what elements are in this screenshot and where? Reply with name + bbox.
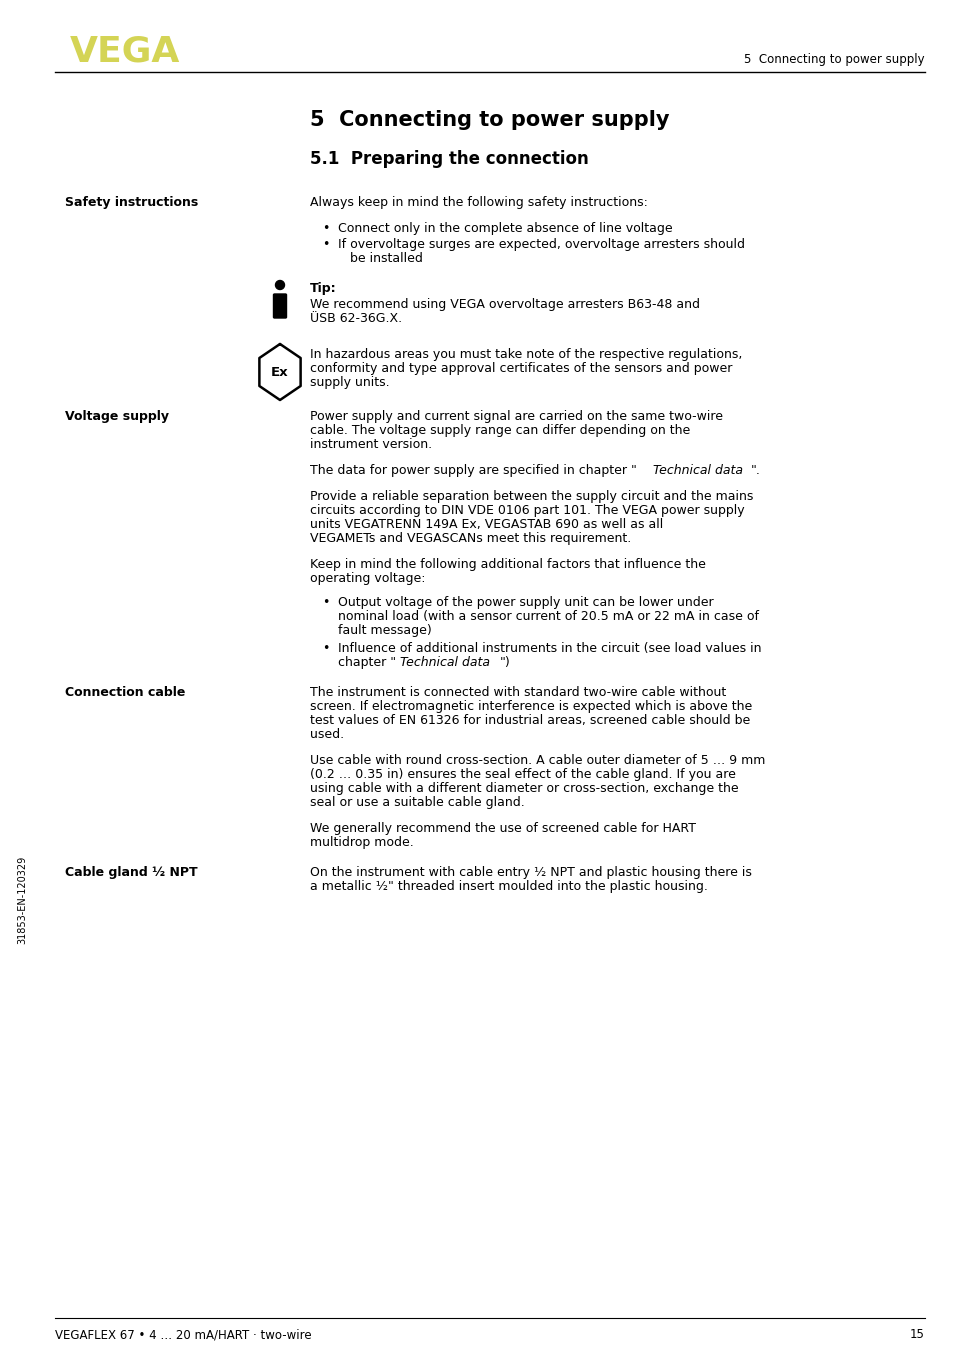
- Text: VEGA: VEGA: [70, 35, 180, 69]
- Text: seal or use a suitable cable gland.: seal or use a suitable cable gland.: [310, 796, 524, 808]
- Text: operating voltage:: operating voltage:: [310, 571, 425, 585]
- Text: Keep in mind the following additional factors that influence the: Keep in mind the following additional fa…: [310, 558, 705, 571]
- Text: •: •: [322, 222, 329, 236]
- Text: "): "): [499, 655, 510, 669]
- Text: 31853-EN-120329: 31853-EN-120329: [17, 856, 27, 944]
- Text: Output voltage of the power supply unit can be lower under: Output voltage of the power supply unit …: [337, 596, 713, 609]
- Text: Tip:: Tip:: [310, 282, 336, 295]
- Text: supply units.: supply units.: [310, 376, 389, 389]
- Text: On the instrument with cable entry ½ NPT and plastic housing there is: On the instrument with cable entry ½ NPT…: [310, 867, 751, 879]
- Text: VEGAMETs and VEGASCANs meet this requirement.: VEGAMETs and VEGASCANs meet this require…: [310, 532, 631, 546]
- Text: Use cable with round cross-section. A cable outer diameter of 5 … 9 mm: Use cable with round cross-section. A ca…: [310, 754, 764, 766]
- Text: •: •: [322, 238, 329, 250]
- Text: cable. The voltage supply range can differ depending on the: cable. The voltage supply range can diff…: [310, 424, 690, 437]
- Text: In hazardous areas you must take note of the respective regulations,: In hazardous areas you must take note of…: [310, 348, 741, 362]
- Text: Always keep in mind the following safety instructions:: Always keep in mind the following safety…: [310, 196, 647, 209]
- Text: Ex: Ex: [271, 366, 289, 379]
- Text: screen. If electromagnetic interference is expected which is above the: screen. If electromagnetic interference …: [310, 700, 752, 714]
- Text: Voltage supply: Voltage supply: [65, 410, 169, 422]
- Text: Connection cable: Connection cable: [65, 686, 185, 699]
- Text: conformity and type approval certificates of the sensors and power: conformity and type approval certificate…: [310, 362, 732, 375]
- Text: VEGAFLEX 67 • 4 … 20 mA/HART · two-wire: VEGAFLEX 67 • 4 … 20 mA/HART · two-wire: [55, 1328, 312, 1340]
- Text: a metallic ½" threaded insert moulded into the plastic housing.: a metallic ½" threaded insert moulded in…: [310, 880, 707, 894]
- Text: test values of EN 61326 for industrial areas, screened cable should be: test values of EN 61326 for industrial a…: [310, 714, 749, 727]
- Text: Technical data: Technical data: [399, 655, 490, 669]
- Text: ".: ".: [750, 464, 760, 477]
- FancyBboxPatch shape: [274, 294, 286, 318]
- Text: ÜSB 62-36G.X.: ÜSB 62-36G.X.: [310, 311, 402, 325]
- Text: 5  Connecting to power supply: 5 Connecting to power supply: [310, 110, 669, 130]
- Text: We generally recommend the use of screened cable for HART: We generally recommend the use of screen…: [310, 822, 696, 835]
- Text: fault message): fault message): [337, 624, 432, 636]
- Text: Cable gland ½ NPT: Cable gland ½ NPT: [65, 867, 197, 879]
- Text: 5.1  Preparing the connection: 5.1 Preparing the connection: [310, 150, 588, 168]
- Text: The instrument is connected with standard two-wire cable without: The instrument is connected with standar…: [310, 686, 725, 699]
- Text: circuits according to DIN VDE 0106 part 101. The VEGA power supply: circuits according to DIN VDE 0106 part …: [310, 504, 744, 517]
- Text: instrument version.: instrument version.: [310, 437, 432, 451]
- Text: nominal load (with a sensor current of 20.5 mA or 22 mA in case of: nominal load (with a sensor current of 2…: [337, 611, 759, 623]
- Text: using cable with a different diameter or cross-section, exchange the: using cable with a different diameter or…: [310, 783, 738, 795]
- Text: Technical data: Technical data: [652, 464, 742, 477]
- Text: units VEGATRENN 149A Ex, VEGASTAB 690 as well as all: units VEGATRENN 149A Ex, VEGASTAB 690 as…: [310, 519, 662, 531]
- Text: Provide a reliable separation between the supply circuit and the mains: Provide a reliable separation between th…: [310, 490, 753, 502]
- Text: We recommend using VEGA overvoltage arresters B63-48 and: We recommend using VEGA overvoltage arre…: [310, 298, 700, 311]
- Text: used.: used.: [310, 728, 344, 741]
- Text: 5  Connecting to power supply: 5 Connecting to power supply: [743, 54, 924, 66]
- Text: Power supply and current signal are carried on the same two-wire: Power supply and current signal are carr…: [310, 410, 722, 422]
- Text: chapter ": chapter ": [337, 655, 395, 669]
- Text: •: •: [322, 596, 329, 609]
- Text: multidrop mode.: multidrop mode.: [310, 835, 414, 849]
- Text: •: •: [322, 642, 329, 655]
- Text: be installed: be installed: [350, 252, 422, 265]
- Text: If overvoltage surges are expected, overvoltage arresters should: If overvoltage surges are expected, over…: [337, 238, 744, 250]
- Circle shape: [275, 280, 284, 290]
- Text: Safety instructions: Safety instructions: [65, 196, 198, 209]
- Text: Connect only in the complete absence of line voltage: Connect only in the complete absence of …: [337, 222, 672, 236]
- Text: (0.2 … 0.35 in) ensures the seal effect of the cable gland. If you are: (0.2 … 0.35 in) ensures the seal effect …: [310, 768, 735, 781]
- Text: Influence of additional instruments in the circuit (see load values in: Influence of additional instruments in t…: [337, 642, 760, 655]
- Text: 15: 15: [909, 1328, 924, 1340]
- Text: The data for power supply are specified in chapter ": The data for power supply are specified …: [310, 464, 637, 477]
